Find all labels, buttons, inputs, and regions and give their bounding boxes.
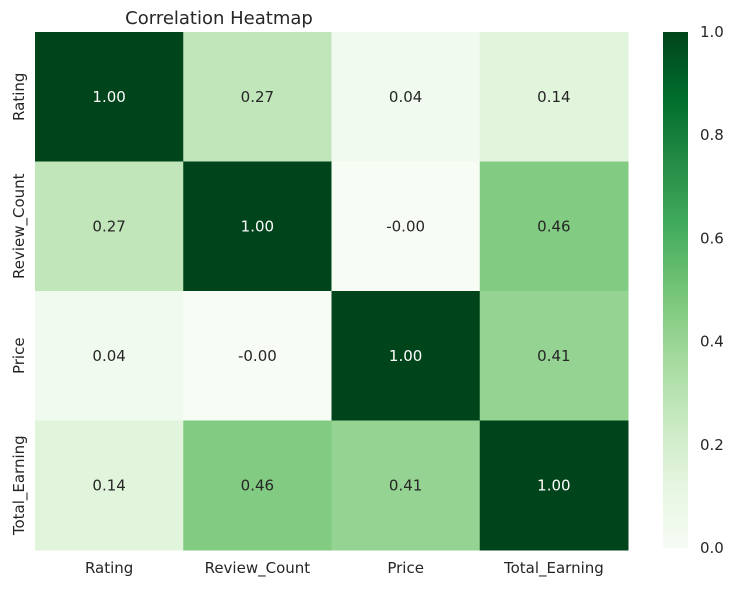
- colorbar-tick-label: 0.4: [700, 333, 724, 351]
- heatmap-cell: [35, 420, 184, 551]
- colorbar-tick-label: 0.0: [700, 539, 724, 557]
- x-tick-labels: Rating Review_Count Price Total_Earning: [85, 559, 604, 578]
- y-tick-label: Review_Count: [10, 173, 29, 279]
- chart-title: Correlation Heatmap: [125, 8, 313, 29]
- heatmap-cell: [331, 32, 481, 162]
- x-tick-label: Price: [387, 559, 424, 577]
- colorbar-tick-label: 0.2: [700, 436, 724, 454]
- cell-annotation: 0.41: [537, 347, 570, 365]
- colorbar-gradient: [663, 32, 688, 548]
- cell-annotation: 0.04: [389, 88, 422, 106]
- y-tick-labels: Rating Review_Count Price Total_Earning: [10, 73, 29, 537]
- cell-annotation: -0.00: [386, 217, 425, 235]
- cell-annotation: 0.46: [537, 217, 570, 235]
- cell-annotation: 0.46: [241, 476, 274, 494]
- heatmap-cell: [479, 32, 629, 162]
- cell-annotation: 0.27: [241, 88, 274, 106]
- heatmap-cell: [183, 161, 332, 292]
- colorbar-tick-label: 0.6: [700, 229, 724, 247]
- cell-annotation: 0.14: [537, 88, 570, 106]
- heatmap-cell: [183, 291, 332, 421]
- cell-annotation: -0.00: [238, 347, 277, 365]
- y-tick-label: Total_Earning: [10, 435, 29, 536]
- cell-annotation: 0.27: [92, 217, 125, 235]
- cell-annotation: 1.00: [92, 88, 125, 106]
- heatmap-annotations: 1.00 0.27 0.04 0.14 0.27 1.00 -0.00 0.46 0.04 -0.…: [92, 88, 570, 495]
- heatmap-cell: [183, 32, 332, 162]
- heatmap-cell: [35, 32, 184, 162]
- heatmap-cell: [479, 420, 629, 551]
- heatmap-cell: [331, 161, 481, 292]
- colorbar: 0.0 0.2 0.4 0.6 0.8 1.0: [663, 23, 724, 557]
- heatmap-cell: [183, 420, 332, 551]
- heatmap-cell: [35, 161, 184, 292]
- colorbar-tick-label: 0.8: [700, 126, 724, 144]
- heatmap-cells: [35, 32, 629, 551]
- y-tick-label: Rating: [10, 73, 28, 121]
- cell-annotation: 1.00: [537, 476, 570, 494]
- heatmap-cell: [331, 420, 481, 551]
- x-tick-label: Review_Count: [205, 559, 311, 578]
- cell-annotation: 1.00: [389, 347, 422, 365]
- heatmap-cell: [35, 291, 184, 421]
- heatmap-cell: [331, 291, 481, 421]
- colorbar-tick-label: 1.0: [700, 23, 724, 41]
- heatmap-cell: [479, 161, 629, 292]
- x-tick-label: Total_Earning: [503, 559, 604, 578]
- cell-annotation: 0.41: [389, 476, 422, 494]
- heatmap-cell: [479, 291, 629, 421]
- x-tick-label: Rating: [85, 559, 133, 577]
- cell-annotation: 0.14: [92, 476, 125, 494]
- cell-annotation: 1.00: [241, 217, 274, 235]
- y-tick-label: Price: [10, 337, 28, 374]
- cell-annotation: 0.04: [92, 347, 125, 365]
